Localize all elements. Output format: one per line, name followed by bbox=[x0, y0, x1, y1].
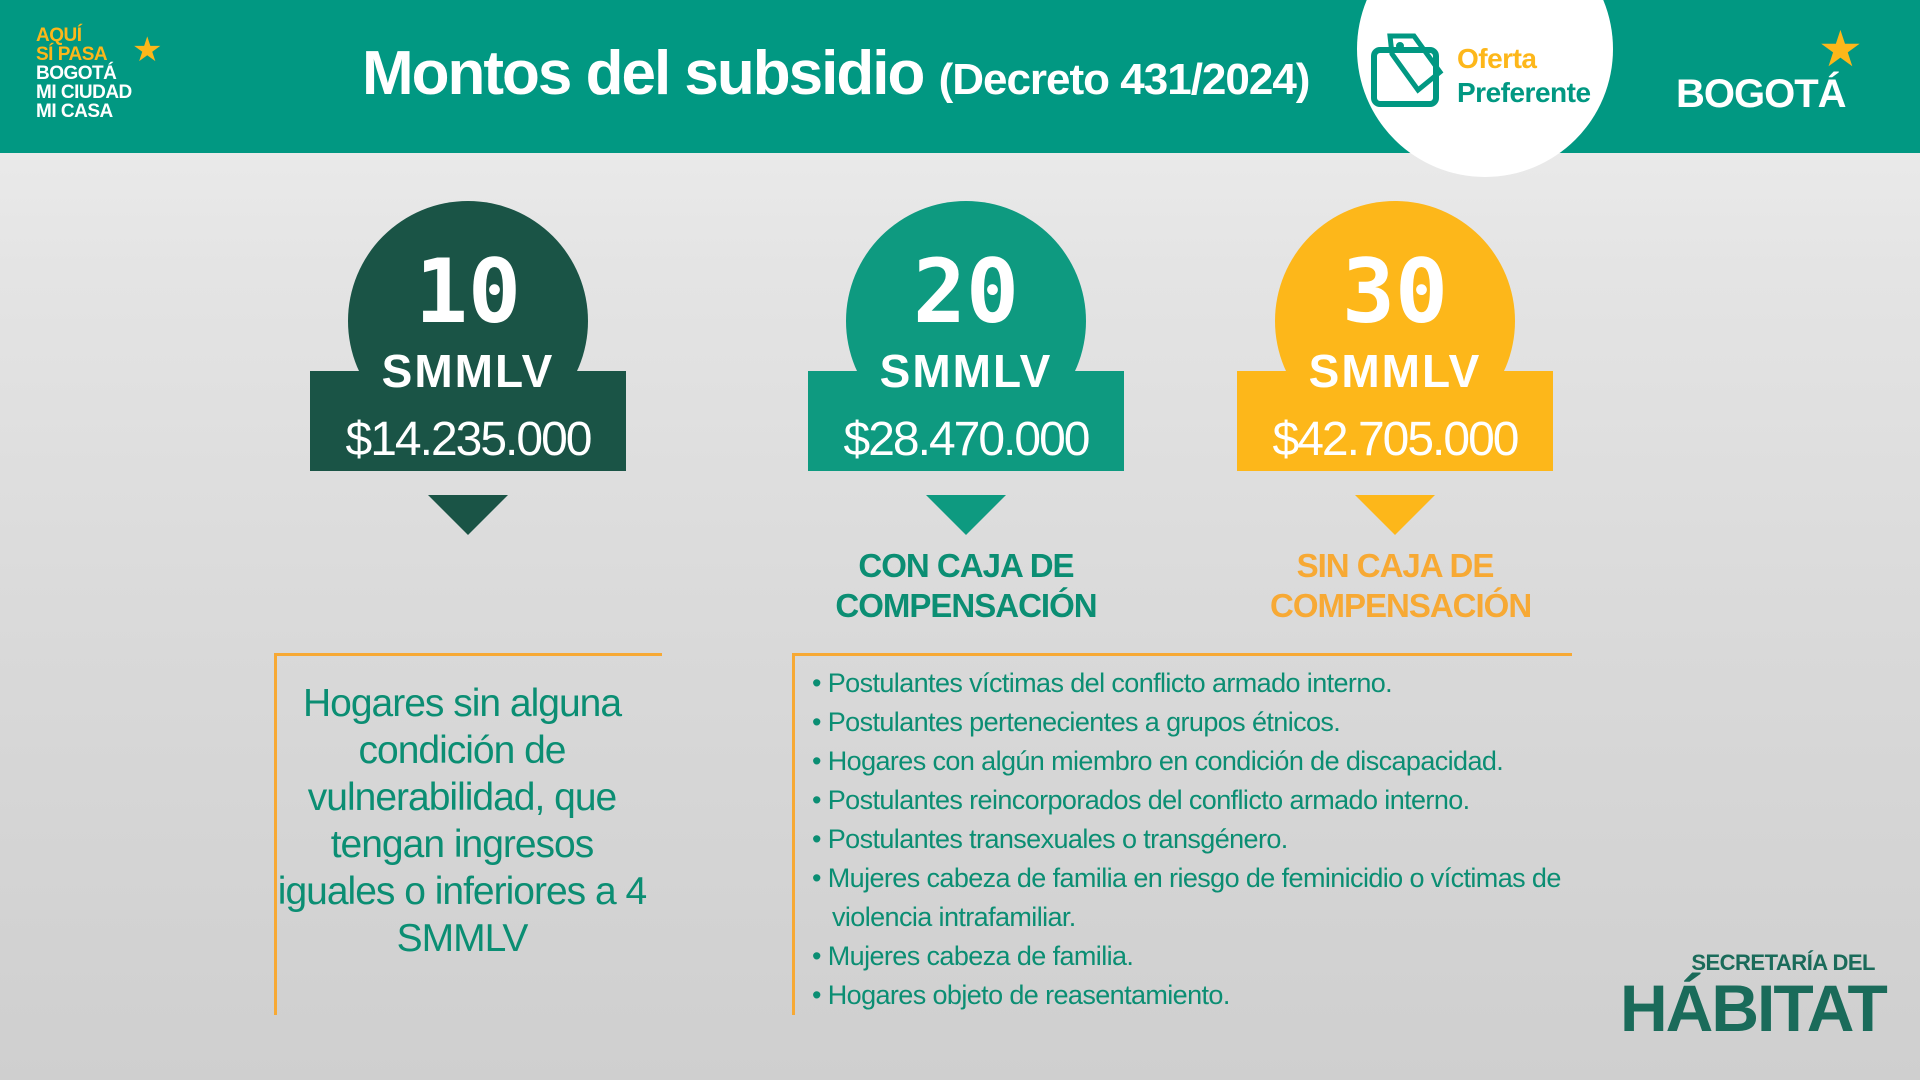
down-arrow-icon bbox=[926, 495, 1006, 535]
list-item: Mujeres cabeza de familia. bbox=[812, 937, 1572, 976]
price-tag-icon bbox=[1371, 33, 1444, 107]
down-arrow-icon bbox=[428, 495, 508, 535]
logo-line: SÍ PASA bbox=[36, 44, 108, 65]
list-item: Hogares con algún miembro en condición d… bbox=[812, 742, 1572, 781]
tier-banner bbox=[1237, 371, 1553, 471]
list-item: Postulantes pertenecientes a grupos étni… bbox=[812, 703, 1572, 742]
title-main: Montos del subsidio bbox=[362, 39, 925, 108]
tier-unit: SMMLV bbox=[879, 345, 1053, 397]
title-decree: (Decreto 431/2024) bbox=[938, 55, 1311, 104]
eligibility-list: Postulantes víctimas del conflicto armad… bbox=[812, 664, 1572, 1015]
tier-amount: $42.705.000 bbox=[1272, 413, 1520, 466]
oferta-preferente-badge: Oferta Preferente bbox=[1457, 42, 1591, 110]
star-icon: ★ bbox=[132, 31, 163, 69]
down-arrow-icon bbox=[1355, 495, 1435, 535]
bogota-logo: BOGOTÁ bbox=[1676, 72, 1847, 116]
tier-banner bbox=[310, 371, 626, 471]
logo-line: SECRETARÍA DEL bbox=[1691, 950, 1875, 975]
star-icon: ★ bbox=[1818, 21, 1863, 77]
right-box-border bbox=[792, 653, 1572, 1015]
tier-amount: $14.235.000 bbox=[345, 413, 593, 466]
tier-number: 20 bbox=[913, 240, 1019, 343]
tier-number: 30 bbox=[1342, 240, 1448, 343]
tier-label: SIN CAJA DE COMPENSACIÓN bbox=[1270, 547, 1532, 624]
tier-unit: SMMLV bbox=[1308, 345, 1482, 397]
aqui-si-pasa-logo: AQUÍ SÍ PASA BOGOTÁ MI CIUDAD MI CASA bbox=[36, 26, 132, 121]
logo-line: MI CASA bbox=[36, 101, 113, 122]
left-box-border bbox=[274, 653, 662, 1015]
logo-line: BOGOTÁ bbox=[36, 63, 117, 84]
list-item: Postulantes reincorporados del conflicto… bbox=[812, 781, 1572, 820]
page-title: Montos del subsidio (Decreto 431/2024) bbox=[362, 38, 1311, 109]
logo-line: MI CIUDAD bbox=[36, 82, 132, 103]
list-item: Postulantes transexuales o transgénero. bbox=[812, 820, 1572, 859]
list-item: Hogares objeto de reasentamiento. bbox=[812, 976, 1572, 1015]
badge-line2: Preferente bbox=[1457, 77, 1591, 108]
tier-banner bbox=[808, 371, 1124, 471]
tier-amount: $28.470.000 bbox=[843, 413, 1091, 466]
left-box-text: Hogares sin alguna condición de vulnerab… bbox=[277, 682, 647, 960]
secretaria-habitat-logo: SECRETARÍA DEL HÁBITAT bbox=[1620, 950, 1888, 1045]
tier-label: CON CAJA DE COMPENSACIÓN bbox=[835, 547, 1097, 624]
logo-line: AQUÍ bbox=[36, 25, 82, 46]
badge-line1: Oferta bbox=[1457, 43, 1537, 74]
list-item: Mujeres cabeza de familia en riesgo de f… bbox=[812, 859, 1572, 937]
tier-number: 10 bbox=[415, 240, 521, 343]
logo-line: HÁBITAT bbox=[1620, 971, 1888, 1045]
list-item: Postulantes víctimas del conflicto armad… bbox=[812, 664, 1572, 703]
tier-unit: SMMLV bbox=[381, 345, 555, 397]
